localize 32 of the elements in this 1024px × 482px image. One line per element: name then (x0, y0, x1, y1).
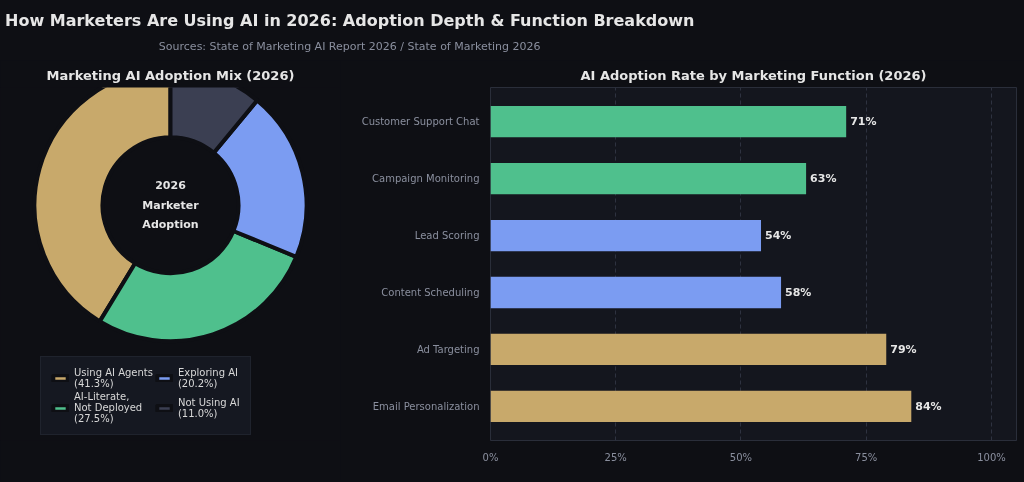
chart-title: AI Adoption Rate by Marketing Function (2026) (580, 67, 927, 83)
text: Sources: State of Marketing AI Report 2026 / State of Marketing 2026 (157, 40, 542, 53)
bar (490, 162, 807, 195)
y-tick-label: Lead Scoring (414, 230, 480, 242)
y-tick-label: Email Personalization (372, 400, 480, 412)
y-tick-label: Content Scheduling (381, 286, 480, 298)
data-label: 71% (850, 115, 877, 129)
bar (490, 106, 847, 138)
y-tick-label: Ad Targeting (416, 343, 480, 355)
data-label: 63% (810, 172, 837, 186)
bar (490, 333, 887, 366)
legend-label: Not Using AI (11.0%) (177, 396, 240, 419)
x-tick-label: 0% (482, 451, 499, 463)
text: How Marketers Are Using AI in 2026: Adoption Depth & Function Breakdown (5, 11, 695, 30)
data-label: 58% (785, 285, 812, 299)
legend-label: Using AI Agents (41.3%) (74, 367, 153, 389)
x-tick-label: 100% (977, 451, 1006, 463)
bar (490, 276, 782, 309)
legend-label: Exploring AI (20.2%) (177, 367, 238, 389)
bar (490, 390, 912, 422)
x-tick-label: 50% (729, 451, 753, 463)
bar (490, 219, 762, 252)
y-tick-label: Campaign Monitoring (372, 173, 480, 185)
chart-title: Marketing AI Adoption Mix (2026) (46, 67, 295, 83)
x-tick-label: 25% (604, 451, 627, 463)
data-label: 84% (915, 399, 942, 413)
data-label: 79% (890, 342, 917, 356)
y-tick-label: Customer Support Chat (361, 116, 480, 128)
data-label: 54% (765, 229, 792, 243)
x-tick-label: 75% (855, 451, 878, 463)
legend-label: AI-Literate, Not Deployed (27.5%) (74, 391, 143, 424)
text: 2026 Marketer Adoption (142, 179, 200, 232)
